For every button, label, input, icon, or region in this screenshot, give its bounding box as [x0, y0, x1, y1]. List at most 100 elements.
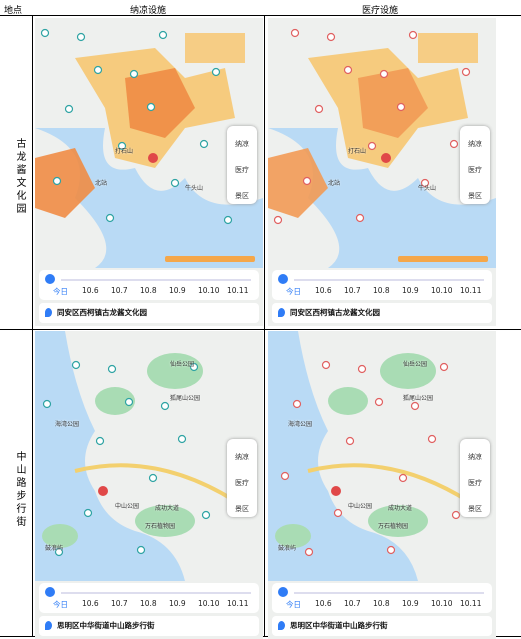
map-shape	[160, 401, 170, 411]
map-shape	[129, 69, 139, 79]
map-shape	[170, 178, 180, 188]
map-shape	[148, 153, 158, 163]
map-shape	[135, 505, 195, 537]
map-label: 牛头山	[418, 185, 437, 192]
map-shape	[379, 69, 389, 79]
timeline-item[interactable]: 今日	[286, 287, 301, 296]
rule	[0, 15, 521, 16]
map-shape	[74, 463, 237, 503]
map-shape	[357, 364, 367, 374]
map-shape	[52, 176, 62, 186]
timeline-item[interactable]: 10.8	[373, 599, 390, 608]
map-button[interactable]: 医疗	[235, 479, 249, 487]
map-shape	[189, 362, 199, 372]
map-button[interactable]: 景区	[468, 192, 482, 200]
map-shape	[268, 148, 328, 218]
timeline-item[interactable]: 10.10	[431, 286, 453, 295]
play-button[interactable]	[278, 274, 288, 284]
map-label: 中山公园	[348, 503, 373, 510]
timeline-item[interactable]: 10.6	[315, 599, 332, 608]
location-bar: 同安区西柯镇古龙酱文化园	[272, 303, 492, 323]
map-shape	[398, 256, 488, 262]
map-shape	[211, 67, 221, 77]
timeline-item[interactable]: 10.8	[373, 286, 390, 295]
timeline-item[interactable]: 10.8	[140, 599, 157, 608]
timeline-item[interactable]: 10.9	[169, 599, 186, 608]
map-shape	[165, 256, 255, 262]
map-shape	[105, 213, 115, 223]
timeline-item[interactable]: 10.10	[431, 599, 453, 608]
play-button[interactable]	[278, 587, 288, 597]
map-label: 中山公园	[115, 503, 140, 510]
map-label: 鼓浪屿	[45, 545, 64, 552]
timeline-item[interactable]: 10.10	[198, 599, 220, 608]
header-cell: 地点	[4, 6, 23, 16]
timeline-item[interactable]: 今日	[53, 287, 68, 296]
timeline-item[interactable]: 10.9	[402, 286, 419, 295]
timeline: 今日 10.6 10.7 10.8 10.9 10.10 10.11	[39, 270, 259, 300]
rule	[32, 15, 33, 636]
play-button[interactable]	[45, 587, 55, 597]
timeline-item[interactable]: 10.11	[227, 599, 249, 608]
timeline: 今日 10.6 10.7 10.8 10.9 10.10 10.11	[272, 270, 492, 300]
timeline-item[interactable]: 10.8	[140, 286, 157, 295]
map-label: 海湾公园	[288, 421, 313, 428]
timeline-item[interactable]: 10.10	[198, 286, 220, 295]
map-button[interactable]: 纳凉	[235, 453, 249, 461]
timeline-item[interactable]: 10.7	[111, 286, 128, 295]
map-shape	[71, 360, 81, 370]
map-shape	[223, 215, 233, 225]
map-shape	[93, 65, 103, 75]
map-button[interactable]: 景区	[235, 505, 249, 513]
timeline-item[interactable]: 10.6	[82, 599, 99, 608]
location-bar: 思明区中华街道中山路步行街	[39, 616, 259, 636]
map-button[interactable]: 景区	[235, 192, 249, 200]
timeline-item[interactable]: 10.7	[111, 599, 128, 608]
map-shape	[146, 102, 156, 112]
timeline-item[interactable]: 今日	[53, 600, 68, 609]
rule	[0, 329, 521, 330]
map-shape	[451, 510, 461, 520]
map-screenshot: 仙岳公园 狐尾山公园 海湾公园 中山公园 万石植物园 鼓浪屿 成功大道 纳凉 医疗 景区 今日 10.…	[35, 331, 263, 639]
timeline-item[interactable]: 今日	[286, 600, 301, 609]
map-shape	[420, 178, 430, 188]
map-shape	[326, 32, 336, 42]
map-shape	[64, 104, 74, 114]
timeline-item[interactable]: 10.9	[402, 599, 419, 608]
map-button[interactable]: 医疗	[468, 479, 482, 487]
map-button[interactable]: 医疗	[235, 166, 249, 174]
timeline-item[interactable]: 10.11	[460, 286, 482, 295]
timeline-item[interactable]: 10.6	[315, 286, 332, 295]
map-button[interactable]: 医疗	[468, 166, 482, 174]
timeline-item[interactable]: 10.7	[344, 599, 361, 608]
timeline-item[interactable]: 10.6	[82, 286, 99, 295]
map-shape	[328, 387, 368, 415]
map-label: 成功大道	[388, 505, 413, 512]
map-label: 万石植物园	[145, 523, 176, 530]
map	[268, 331, 496, 581]
timeline-item[interactable]: 10.11	[460, 599, 482, 608]
map-buttons: 纳凉 医疗 景区	[460, 126, 490, 204]
map-shape	[275, 524, 311, 548]
map-button[interactable]: 纳凉	[468, 453, 482, 461]
map-shape	[280, 471, 290, 481]
map-shape	[148, 473, 158, 483]
play-button[interactable]	[45, 274, 55, 284]
map-shape	[268, 128, 496, 268]
map-shape	[117, 141, 127, 151]
timeline-item[interactable]: 10.7	[344, 286, 361, 295]
map-shape	[345, 436, 355, 446]
map-shape	[398, 473, 408, 483]
map-button[interactable]: 纳凉	[468, 140, 482, 148]
map-shape	[396, 102, 406, 112]
map	[35, 18, 263, 268]
timeline-item[interactable]: 10.11	[227, 286, 249, 295]
map-button[interactable]: 纳凉	[235, 140, 249, 148]
rule	[264, 15, 265, 636]
map-shape	[273, 215, 283, 225]
map-button[interactable]: 景区	[468, 505, 482, 513]
map-shape	[35, 148, 95, 218]
map-label: 仙岳公园	[403, 361, 428, 368]
timeline-item[interactable]: 10.9	[169, 286, 186, 295]
